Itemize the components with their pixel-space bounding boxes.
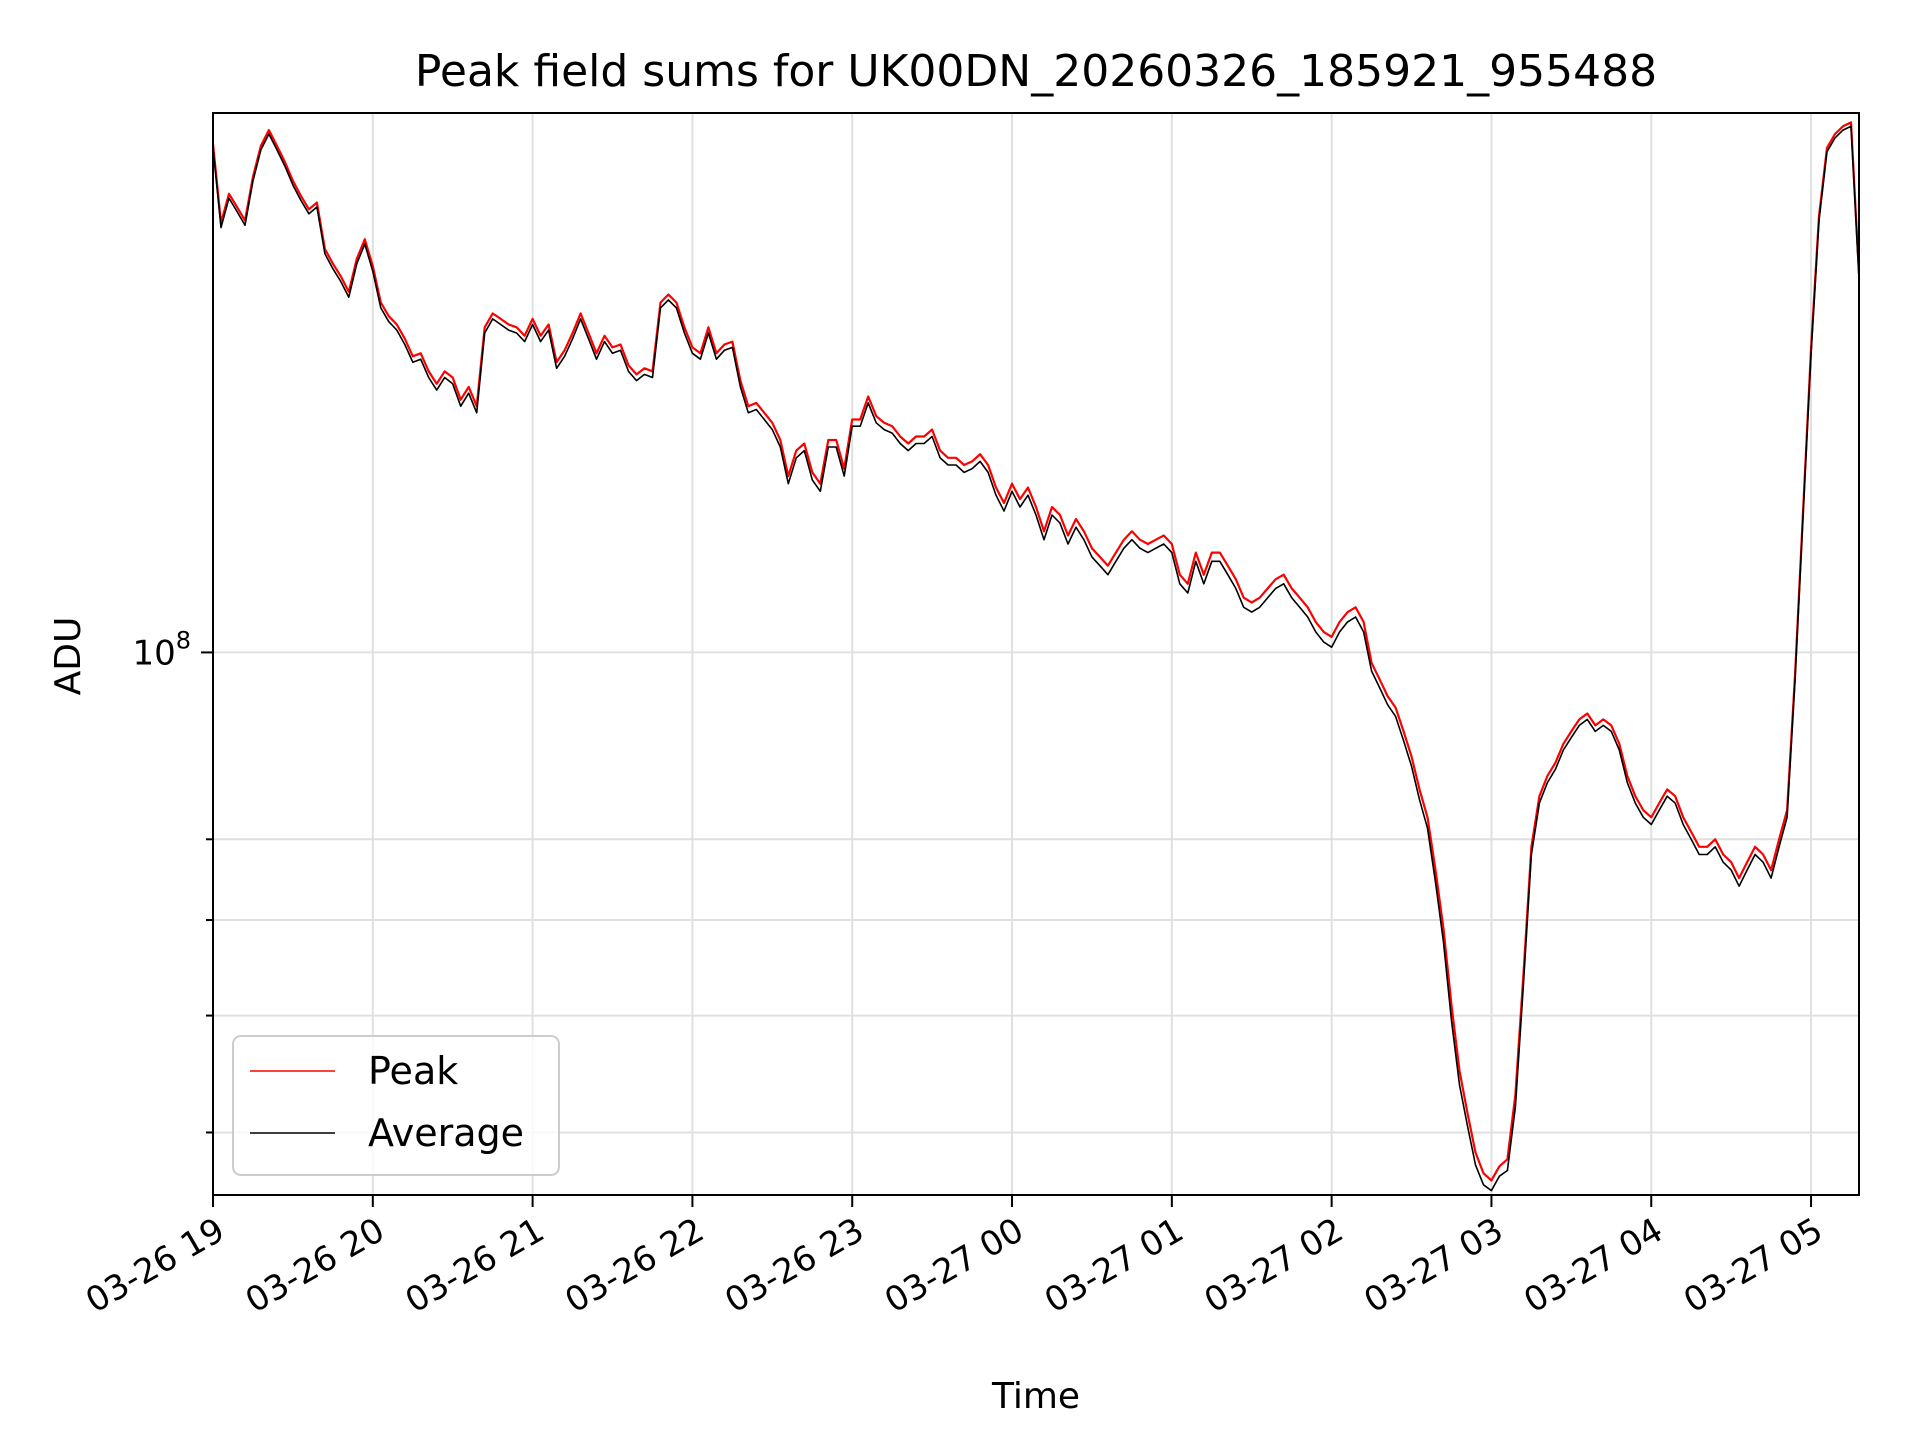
- y-axis-title: ADU: [48, 617, 89, 696]
- grid-lines: [212, 113, 1859, 1195]
- y-tick-label: 108: [132, 626, 191, 673]
- series-lines: [213, 121, 1859, 1192]
- legend-label-average: Average: [368, 1111, 524, 1155]
- series-line-peak: [213, 121, 1859, 1182]
- series-line-average: [213, 125, 1859, 1192]
- legend: Peak Average: [232, 1035, 560, 1176]
- plot-area-frame: [212, 112, 1860, 1196]
- chart-title: Peak field sums for UK00DN_20260326_1859…: [415, 46, 1657, 97]
- legend-label-peak: Peak: [368, 1049, 458, 1093]
- y-axis-ticks: 108: [132, 626, 213, 1134]
- x-axis-title: Time: [991, 1376, 1080, 1417]
